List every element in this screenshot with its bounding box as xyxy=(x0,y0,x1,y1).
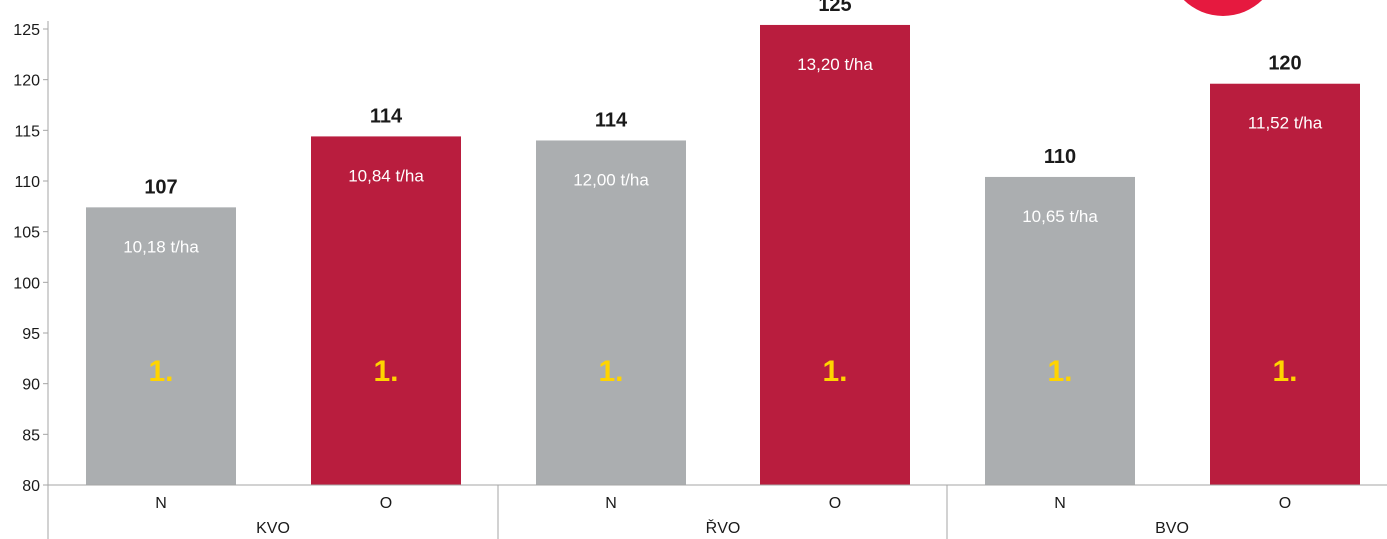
x-axis: N O N O N O KVO ŘVO BVO xyxy=(47,484,1387,539)
y-tick-label: 125 xyxy=(13,22,40,39)
y-tick-label: 115 xyxy=(14,123,40,140)
y-tick-label: 95 xyxy=(22,326,40,343)
y-axis: 80 85 90 95 100 105 110 115 120 125 xyxy=(13,21,49,495)
yield-label: 10,65 t/ha xyxy=(1022,207,1098,226)
value-label: 120 xyxy=(1268,53,1301,75)
value-label: 114 xyxy=(370,105,403,127)
y-tick-label: 100 xyxy=(13,275,40,292)
x-group-label: ŘVO xyxy=(706,518,741,537)
rank-label: 1. xyxy=(148,355,173,388)
corner-badge xyxy=(1183,0,1263,16)
value-label: 107 xyxy=(144,176,177,198)
x-category-label: O xyxy=(380,495,392,512)
rank-label: 1. xyxy=(1272,355,1297,388)
x-category-label: O xyxy=(829,495,841,512)
x-category-label: N xyxy=(605,495,617,512)
value-label: 125 xyxy=(818,0,851,16)
bars: 107 10,18 t/ha 1. 114 10,84 t/ha 1. 114 12,00 t… xyxy=(86,0,1360,486)
y-tick-label: 90 xyxy=(22,377,40,394)
bar-KVO-N xyxy=(86,207,236,485)
y-tick-label: 105 xyxy=(13,225,40,242)
x-category-label: O xyxy=(1279,495,1291,512)
y-tick-label: 110 xyxy=(14,174,40,191)
bar-BVO-O xyxy=(1210,83,1360,485)
bar-ŘVO-N xyxy=(536,140,686,485)
yield-label: 10,18 t/ha xyxy=(123,237,199,256)
x-group-label: BVO xyxy=(1155,520,1189,537)
value-label: 110 xyxy=(1044,146,1076,168)
rank-label: 1. xyxy=(373,355,398,388)
yield-label: 11,52 t/ha xyxy=(1248,114,1323,133)
bar-ŘVO-O xyxy=(760,24,910,486)
bar-KVO-O xyxy=(311,136,461,485)
yield-label: 12,00 t/ha xyxy=(573,170,649,189)
yield-label: 10,84 t/ha xyxy=(348,166,424,185)
rank-label: 1. xyxy=(1047,355,1072,388)
x-category-label: N xyxy=(1054,495,1066,512)
x-group-label: KVO xyxy=(256,520,290,537)
yield-label: 13,20 t/ha xyxy=(797,55,873,74)
rank-label: 1. xyxy=(598,355,623,388)
value-label: 114 xyxy=(595,109,628,131)
x-category-label: N xyxy=(155,495,167,512)
y-tick-label: 85 xyxy=(22,427,40,444)
y-tick-label: 80 xyxy=(22,478,40,495)
y-tick-label: 120 xyxy=(13,73,40,90)
rank-label: 1. xyxy=(822,355,847,388)
bar-BVO-N xyxy=(985,176,1135,486)
